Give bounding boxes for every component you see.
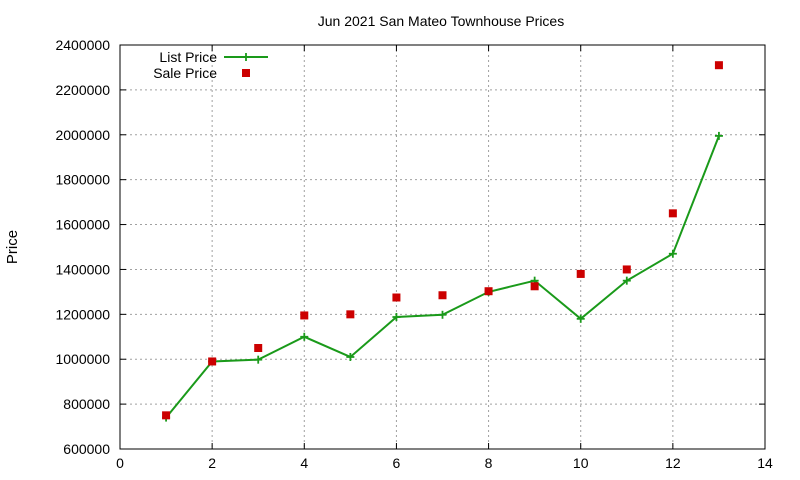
list-price-point <box>254 355 263 364</box>
sale-price-point <box>484 287 493 296</box>
y-tick-label: 1600000 <box>55 217 110 233</box>
y-tick-label: 2000000 <box>55 127 110 143</box>
series-sale-price <box>162 61 723 420</box>
sale-price-point <box>530 282 539 291</box>
list-price-point <box>714 131 723 140</box>
y-tick-label: 1800000 <box>55 172 110 188</box>
sale-price-point <box>576 269 585 278</box>
x-tick-label: 12 <box>665 455 681 471</box>
sale-price-point <box>208 357 217 366</box>
series-list-price <box>162 131 723 422</box>
list-price-point <box>392 313 401 322</box>
legend-plus-marker <box>242 53 250 61</box>
list-price-line <box>165 135 720 419</box>
x-tick-label: 6 <box>393 455 401 471</box>
x-tick-label: 10 <box>573 455 589 471</box>
list-price-point <box>300 332 309 341</box>
sale-price-point <box>254 344 263 352</box>
x-tick-label: 14 <box>757 455 773 471</box>
y-tick-label: 2200000 <box>55 82 110 98</box>
x-tick-label: 8 <box>485 455 493 471</box>
sale-price-point <box>622 265 631 274</box>
sale-price-point <box>438 291 447 300</box>
chart-title: Jun 2021 San Mateo Townhouse Prices <box>318 13 564 29</box>
x-tick-label: 2 <box>208 455 216 471</box>
y-tick-label: 800000 <box>63 396 110 412</box>
sale-price-point <box>346 310 355 319</box>
x-tick-label: 0 <box>116 455 124 471</box>
y-tick-label: 1400000 <box>55 261 110 277</box>
x-tick-label: 4 <box>300 455 308 471</box>
sale-price-point <box>668 209 677 218</box>
data-series <box>162 61 723 422</box>
legend-label: List Price <box>159 49 217 65</box>
y-tick-label: 1200000 <box>55 306 110 322</box>
legend-square-marker <box>242 69 250 77</box>
y-tick-label: 600000 <box>63 441 110 457</box>
y-axis-label: Price <box>4 230 21 264</box>
list-price-point <box>622 276 631 285</box>
axis-ticks: 0 2 4 6 8 10 12 14 600000 800000 1000000 1200000 140… <box>55 37 773 471</box>
sale-price-point <box>162 411 171 420</box>
sale-price-point <box>714 61 723 70</box>
list-price-point <box>346 352 355 361</box>
y-tick-label: 1000000 <box>55 351 110 367</box>
list-price-point <box>668 249 677 258</box>
sale-price-point <box>300 311 309 320</box>
list-price-point <box>576 314 585 323</box>
y-tick-label: 2400000 <box>55 37 110 53</box>
legend-label: Sale Price <box>153 65 217 81</box>
list-price-point <box>438 310 447 319</box>
sale-price-point <box>392 293 401 302</box>
grid <box>120 45 765 449</box>
plot-frame <box>119 44 766 450</box>
